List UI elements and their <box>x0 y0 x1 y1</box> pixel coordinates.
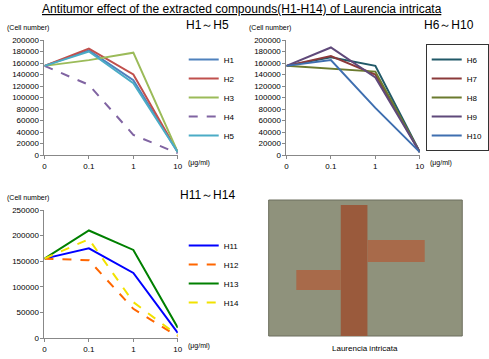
svg-text:1: 1 <box>373 162 378 171</box>
svg-text:80000: 80000 <box>17 105 40 114</box>
svg-text:H13: H13 <box>224 280 239 289</box>
svg-text:60000: 60000 <box>17 116 40 125</box>
svg-text:(μg/ml): (μg/ml) <box>188 159 210 167</box>
svg-text:1: 1 <box>131 162 136 171</box>
svg-text:200000: 200000 <box>12 231 39 240</box>
svg-text:180000: 180000 <box>254 47 281 56</box>
svg-text:(Cell number): (Cell number) <box>7 24 49 32</box>
svg-text:H10: H10 <box>467 132 482 141</box>
svg-text:H8: H8 <box>467 94 478 103</box>
svg-text:H14: H14 <box>224 299 239 308</box>
svg-text:H4: H4 <box>224 113 235 122</box>
svg-text:200000: 200000 <box>12 36 39 45</box>
svg-text:0: 0 <box>42 162 47 171</box>
svg-text:H2: H2 <box>224 75 235 84</box>
svg-text:100000: 100000 <box>12 283 39 292</box>
svg-text:(Cell number): (Cell number) <box>249 24 291 32</box>
svg-text:H7: H7 <box>467 75 478 84</box>
svg-text:0: 0 <box>42 345 47 354</box>
svg-text:0: 0 <box>34 334 39 343</box>
svg-text:140000: 140000 <box>12 70 39 79</box>
svg-text:H11～H14: H11～H14 <box>180 188 235 202</box>
svg-text:H1～H5: H1～H5 <box>186 18 229 32</box>
svg-text:160000: 160000 <box>254 59 281 68</box>
svg-text:60000: 60000 <box>259 116 282 125</box>
svg-text:0.1: 0.1 <box>83 162 95 171</box>
svg-text:H11: H11 <box>224 242 239 251</box>
svg-text:160000: 160000 <box>12 59 39 68</box>
svg-text:0: 0 <box>34 151 39 160</box>
svg-text:0.1: 0.1 <box>325 162 337 171</box>
svg-text:(μg/ml): (μg/ml) <box>188 342 210 350</box>
svg-text:150000: 150000 <box>12 257 39 266</box>
svg-text:0.1: 0.1 <box>83 345 95 354</box>
svg-text:80000: 80000 <box>259 105 282 114</box>
svg-text:100000: 100000 <box>12 93 39 102</box>
svg-text:(Cell number): (Cell number) <box>7 194 49 202</box>
svg-text:0: 0 <box>284 162 289 171</box>
svg-text:20000: 20000 <box>17 139 40 148</box>
svg-text:50000: 50000 <box>17 308 40 317</box>
svg-text:H5: H5 <box>224 132 235 141</box>
svg-text:0: 0 <box>276 151 281 160</box>
svg-text:10: 10 <box>173 162 182 171</box>
svg-text:10: 10 <box>173 345 182 354</box>
svg-text:140000: 140000 <box>254 70 281 79</box>
svg-text:200000: 200000 <box>254 36 281 45</box>
svg-text:40000: 40000 <box>17 128 40 137</box>
svg-text:H1: H1 <box>224 56 235 65</box>
svg-text:H6～H10: H6～H10 <box>424 18 474 32</box>
svg-text:1: 1 <box>131 345 136 354</box>
svg-text:10: 10 <box>415 162 424 171</box>
svg-text:Laurencia intricata: Laurencia intricata <box>332 344 398 353</box>
svg-text:20000: 20000 <box>259 139 282 148</box>
svg-text:H12: H12 <box>224 261 239 270</box>
svg-text:40000: 40000 <box>259 128 282 137</box>
svg-text:(μg/ml): (μg/ml) <box>430 159 452 167</box>
svg-text:H3: H3 <box>224 94 235 103</box>
svg-text:120000: 120000 <box>12 82 39 91</box>
svg-text:120000: 120000 <box>254 82 281 91</box>
svg-text:H9: H9 <box>467 113 478 122</box>
svg-text:250000: 250000 <box>12 206 39 215</box>
svg-text:100000: 100000 <box>254 93 281 102</box>
svg-text:H6: H6 <box>467 56 478 65</box>
svg-text:Antitumor effect of the extrac: Antitumor effect of the extracted compou… <box>42 2 442 16</box>
svg-text:180000: 180000 <box>12 47 39 56</box>
